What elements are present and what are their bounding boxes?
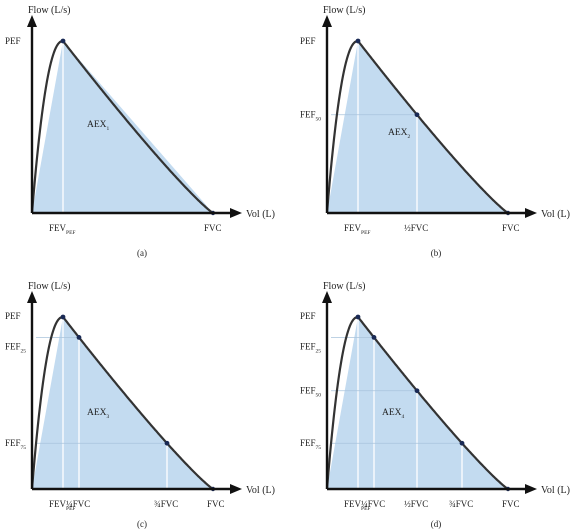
x-label-v75: ¾FVC	[154, 499, 178, 509]
y-label-fef75: FEF75	[300, 438, 321, 451]
panel-caption: (d)	[431, 519, 442, 529]
point-v75	[164, 440, 170, 446]
x-label-v25: ¼FVC	[361, 499, 385, 509]
y-label-fef25: FEF25	[5, 341, 26, 354]
point-fevpef	[355, 314, 361, 320]
y-label-fef25: FEF25	[300, 341, 321, 354]
panel-caption: (b)	[431, 248, 442, 258]
point-v25	[76, 335, 82, 340]
area-region	[32, 317, 213, 489]
area-label: AEX3	[87, 408, 110, 420]
point-fevpef	[60, 38, 66, 44]
y-label-fef75: FEF75	[5, 438, 26, 451]
x-label-v75: ¾FVC	[449, 499, 473, 509]
area-label: AEX1	[87, 120, 110, 132]
point-fevpef	[355, 38, 361, 44]
y-label-fef50: FEF50	[300, 110, 321, 123]
panel-c: Flow (L/s) Vol (L) PEF FEF25 FEF75 FEVPEF¼FVC…	[5, 281, 275, 529]
x-label-v50: ½FVC	[404, 499, 428, 509]
y-axis-arrow-icon	[322, 15, 332, 27]
point-v50	[414, 388, 420, 394]
y-axis-arrow-icon	[322, 291, 332, 303]
x-label-v25: ¼FVC	[66, 499, 90, 509]
y-axis-arrow-icon	[27, 291, 37, 303]
y-label-fef50: FEF50	[300, 386, 321, 399]
area-label: AEX4	[382, 408, 405, 420]
x-label-fvc: FVC	[502, 223, 520, 233]
volume-axis-title: Vol (L)	[541, 209, 570, 220]
point-v75	[459, 440, 465, 446]
panel-caption: (a)	[137, 248, 147, 258]
x-label-fvc: FVC	[204, 223, 222, 233]
y-label-pef: PEF	[300, 311, 316, 321]
point-fevpef	[60, 314, 66, 320]
y-label-pef: PEF	[5, 36, 21, 46]
flow-axis-title: Flow (L/s)	[28, 281, 71, 292]
panel-b: Flow (L/s) Vol (L) PEF FEF50 FEVPEF ½FVC FVC AE…	[300, 5, 570, 258]
volume-axis-title: Vol (L)	[541, 485, 570, 496]
area-region	[32, 41, 213, 213]
x-label-v50: ½FVC	[404, 223, 428, 233]
x-label-fvc: FVC	[207, 499, 225, 509]
x-axis-arrow-icon	[230, 208, 242, 218]
x-label-fevpef: FEVPEF	[344, 223, 371, 236]
volume-axis-title: Vol (L)	[246, 209, 275, 220]
x-label-fvc: FVC	[502, 499, 520, 509]
point-v25	[371, 335, 377, 340]
y-label-pef: PEF	[300, 36, 316, 46]
x-label-fevpef: FEVPEF	[344, 499, 371, 512]
x-label-fevpef: FEVPEF	[49, 223, 76, 236]
x-label-fevpef: FEVPEF	[49, 499, 76, 512]
panel-a: Flow (L/s) Vol (L) PEF FEVPEF FVC AEX1 (a)	[5, 5, 275, 258]
y-axis-arrow-icon	[27, 15, 37, 27]
area-label: AEX2	[388, 128, 411, 140]
x-axis-arrow-icon	[525, 484, 537, 494]
x-axis-arrow-icon	[230, 484, 242, 494]
point-v50	[414, 112, 420, 118]
volume-axis-title: Vol (L)	[246, 485, 275, 496]
panel-caption: (c)	[137, 519, 147, 529]
flow-axis-title: Flow (L/s)	[28, 5, 71, 16]
flow-axis-title: Flow (L/s)	[323, 281, 366, 292]
flow-axis-title: Flow (L/s)	[323, 5, 366, 16]
x-axis-arrow-icon	[525, 208, 537, 218]
panel-d: Flow (L/s) Vol (L) PEF FEF25 FEF50 FEF75 FEVPE…	[300, 281, 570, 529]
y-label-pef: PEF	[5, 311, 21, 321]
